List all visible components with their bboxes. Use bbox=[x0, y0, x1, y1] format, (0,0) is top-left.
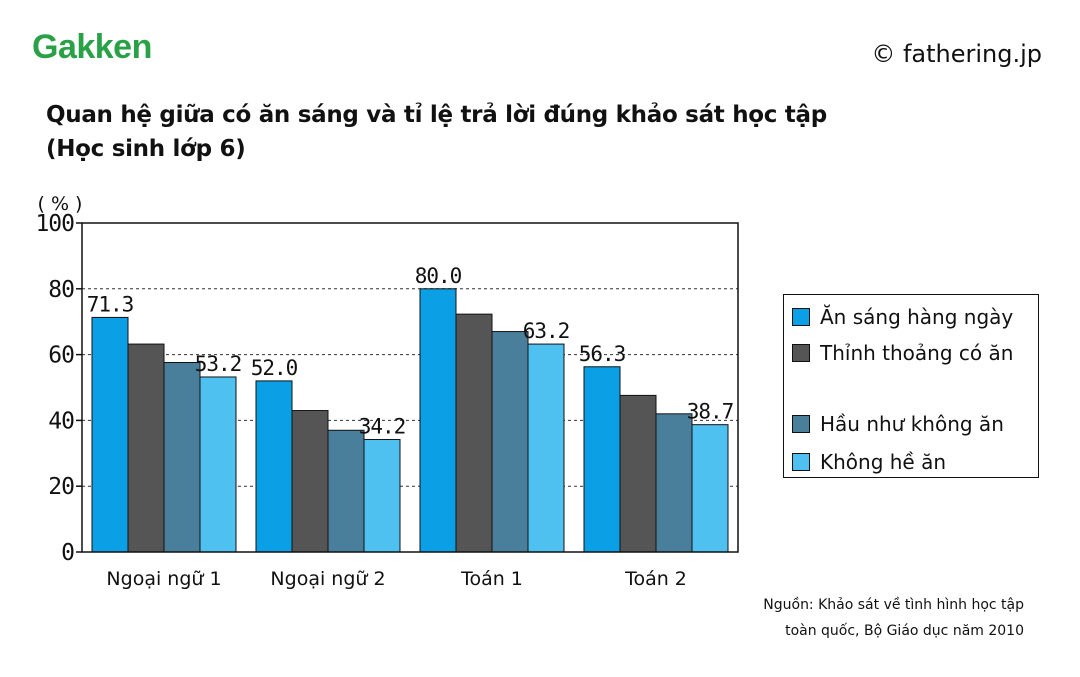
x-tick-label-1: Ngoại ngữ 2 bbox=[270, 568, 385, 590]
legend-item-3: Không hề ăn bbox=[792, 450, 946, 474]
data-label-3: 34.2 bbox=[359, 414, 406, 438]
chart-title-line-1: Quan hệ giữa có ăn sáng và tỉ lệ trả lời… bbox=[46, 102, 827, 128]
chart-title-line-2: (Học sinh lớp 6) bbox=[46, 136, 246, 162]
source-line-2: toàn quốc, Bộ Giáo dục năm 2010 bbox=[785, 623, 1024, 639]
data-label-7: 38.7 bbox=[687, 400, 734, 424]
chart-legend: Ăn sáng hàng ngày Thỉnh thoảng có ăn Hầu… bbox=[783, 294, 1039, 478]
legend-swatch-2 bbox=[792, 415, 810, 433]
bar-1-2 bbox=[327, 429, 365, 553]
bar-3-2 bbox=[655, 413, 693, 553]
data-label-0: 71.3 bbox=[87, 292, 134, 316]
y-tick-label-3: 60 bbox=[48, 343, 74, 369]
legend-label-0: Ăn sáng hàng ngày bbox=[820, 305, 1014, 329]
bar-0-0 bbox=[91, 316, 129, 553]
y-tick-label-5: 100 bbox=[35, 211, 74, 237]
y-tick-label-2: 40 bbox=[48, 408, 74, 434]
x-tick-label-0: Ngoại ngữ 1 bbox=[106, 568, 221, 590]
data-label-1: 53.2 bbox=[195, 352, 242, 376]
legend-swatch-3 bbox=[792, 453, 810, 471]
legend-swatch-1 bbox=[792, 344, 810, 362]
legend-label-1: Thỉnh thoảng có ăn bbox=[820, 341, 1014, 365]
y-tick-label-0: 0 bbox=[61, 540, 74, 566]
data-label-2: 52.0 bbox=[251, 356, 298, 380]
bar-0-3 bbox=[199, 376, 237, 553]
copyright-text: © fathering.jp bbox=[871, 40, 1042, 68]
chart-title: Quan hệ giữa có ăn sáng và tỉ lệ trả lời… bbox=[46, 98, 827, 166]
bar-3-0 bbox=[583, 366, 621, 553]
legend-item-1: Thỉnh thoảng có ăn bbox=[792, 341, 1013, 365]
bar-2-0 bbox=[419, 288, 457, 553]
plot-frame bbox=[81, 222, 739, 553]
data-label-5: 63.2 bbox=[523, 319, 570, 343]
bar-2-3 bbox=[527, 343, 565, 553]
y-tick-label-4: 80 bbox=[48, 277, 74, 303]
gakken-logo: Gakken bbox=[32, 28, 152, 66]
legend-item-2: Hầu như không ăn bbox=[792, 412, 1004, 436]
legend-item-0: Ăn sáng hàng ngày bbox=[792, 305, 1013, 329]
source-note: Nguồn: Khảo sát về tình hình học tập toà… bbox=[763, 592, 1024, 644]
bar-1-0 bbox=[255, 380, 293, 553]
data-label-6: 56.3 bbox=[579, 342, 626, 366]
x-tick-label-3: Toán 2 bbox=[624, 568, 687, 590]
bar-1-3 bbox=[363, 438, 401, 553]
data-label-4: 80.0 bbox=[415, 264, 462, 288]
bar-2-1 bbox=[455, 313, 493, 553]
bar-2-2 bbox=[491, 331, 529, 553]
source-line-1: Nguồn: Khảo sát về tình hình học tập bbox=[763, 597, 1024, 613]
y-axis-label: ( % ) bbox=[38, 193, 83, 215]
legend-label-2: Hầu như không ăn bbox=[820, 412, 1004, 436]
x-tick-label-2: Toán 1 bbox=[460, 568, 523, 590]
legend-label-3: Không hề ăn bbox=[820, 450, 947, 474]
bar-3-3 bbox=[691, 424, 729, 553]
bar-0-2 bbox=[163, 361, 201, 553]
bar-0-1 bbox=[127, 343, 165, 553]
bar-1-1 bbox=[291, 410, 329, 553]
y-tick-label-1: 20 bbox=[48, 474, 74, 500]
legend-swatch-0 bbox=[792, 308, 810, 326]
bar-3-1 bbox=[619, 394, 657, 553]
